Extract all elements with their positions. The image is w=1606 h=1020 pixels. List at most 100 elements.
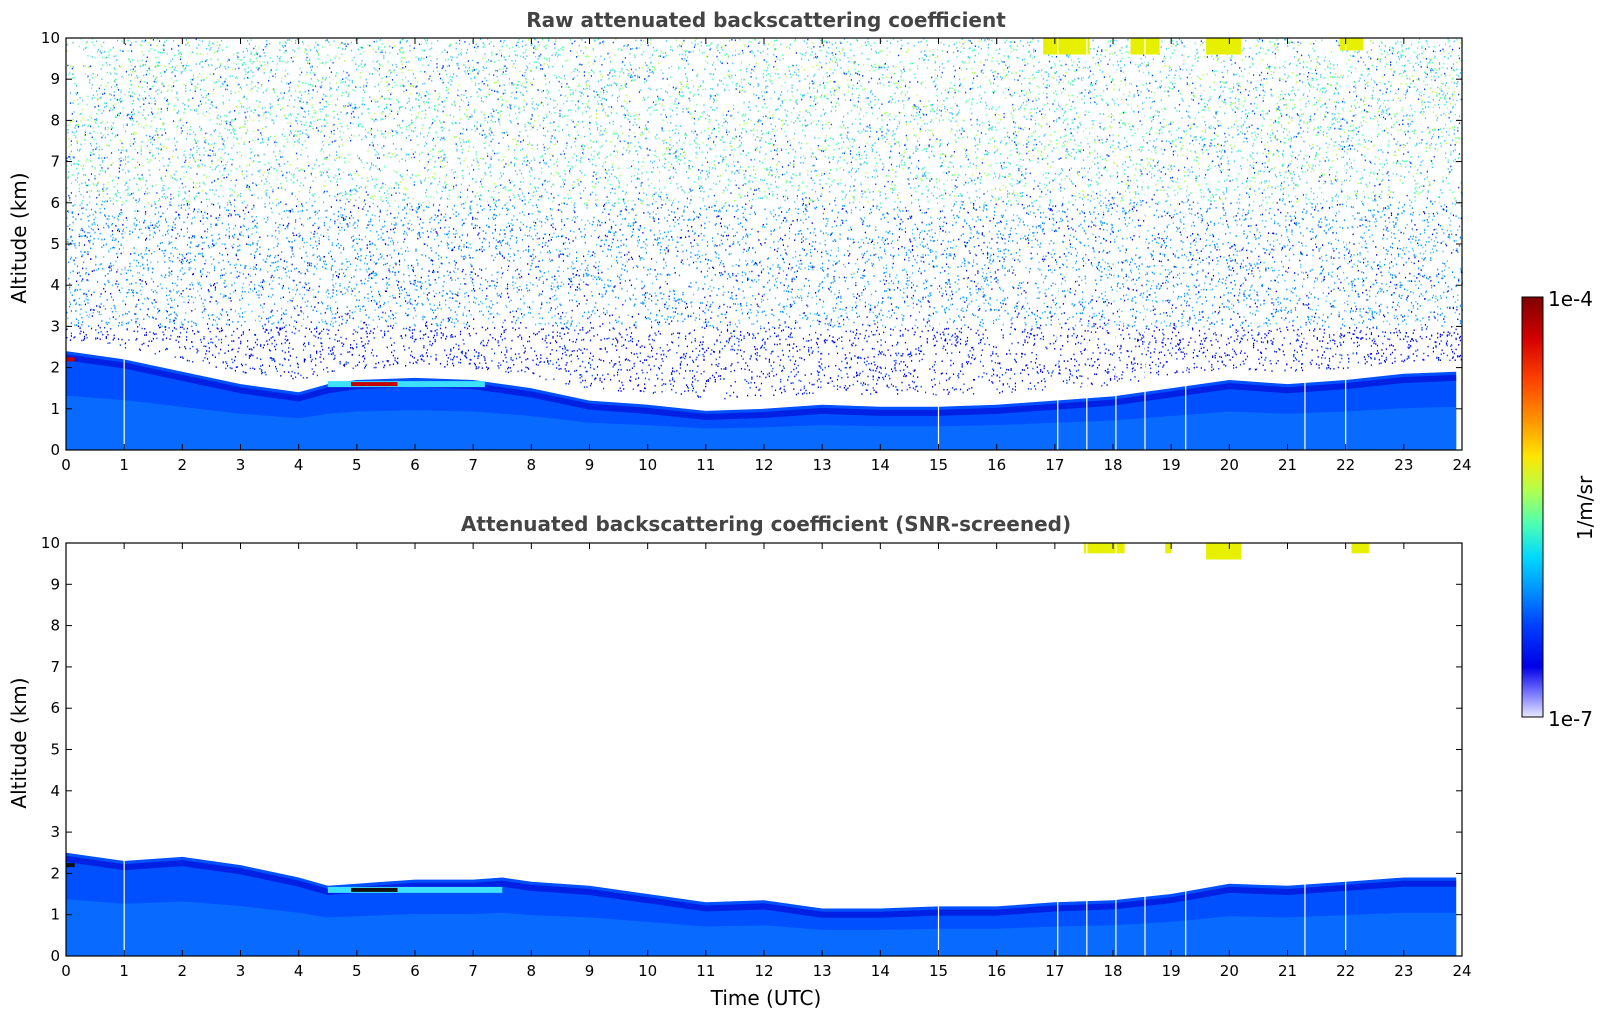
y-tick-label: 8 — [50, 617, 60, 635]
x-tick-label: 14 — [871, 962, 890, 980]
cloud-patch — [1083, 543, 1125, 554]
cloud-patch — [1339, 38, 1364, 51]
y-tick-label: 2 — [50, 864, 60, 882]
x-tick-label: 3 — [236, 962, 246, 980]
x-axis-label: Time (UTC) — [710, 986, 822, 1010]
y-tick-label: 4 — [50, 276, 60, 294]
aerosol-layer — [351, 382, 398, 387]
cloud-patch — [1351, 543, 1369, 554]
cloud-patch — [1043, 38, 1090, 55]
x-tick-label: 17 — [1045, 456, 1064, 474]
y-tick-label: 5 — [50, 741, 60, 759]
colorbar-unit-label: 1/m/sr — [1573, 475, 1597, 540]
x-tick-label: 3 — [236, 456, 246, 474]
x-tick-label: 1 — [119, 456, 129, 474]
chart-title: Attenuated backscattering coefficient (S… — [461, 512, 1071, 536]
y-tick-label: 10 — [41, 29, 60, 47]
x-tick-label: 20 — [1220, 456, 1239, 474]
x-tick-label: 2 — [178, 962, 188, 980]
x-tick-label: 23 — [1394, 962, 1413, 980]
x-tick-label: 15 — [929, 962, 948, 980]
cloud-patch — [1165, 543, 1172, 554]
x-tick-label: 21 — [1278, 456, 1297, 474]
x-tick-label: 11 — [696, 456, 715, 474]
y-tick-label: 3 — [50, 317, 60, 335]
x-tick-label: 15 — [929, 456, 948, 474]
x-tick-label: 8 — [527, 456, 537, 474]
x-tick-label: 0 — [61, 456, 71, 474]
x-tick-label: 0 — [61, 962, 71, 980]
x-tick-label: 5 — [352, 456, 362, 474]
x-tick-label: 2 — [178, 456, 188, 474]
boundary-layer-lower — [66, 899, 1457, 956]
aerosol-layer — [327, 886, 503, 893]
y-axis-label: Altitude (km) — [7, 677, 31, 808]
x-tick-label: 18 — [1103, 456, 1122, 474]
aerosol-layer — [351, 887, 398, 892]
x-tick-label: 16 — [987, 962, 1006, 980]
aerosol-layer — [66, 357, 75, 362]
x-tick-label: 5 — [352, 962, 362, 980]
colorbar: 1e-4 1e-7 1/m/sr — [1521, 287, 1597, 731]
boundary-layer-top — [65, 855, 1457, 918]
aerosol-layer — [327, 381, 485, 388]
chart-title: Raw attenuated backscattering coefficien… — [526, 8, 1006, 32]
y-tick-label: 7 — [50, 658, 60, 676]
x-tick-label: 19 — [1162, 962, 1181, 980]
y-tick-label: 1 — [50, 400, 60, 418]
x-tick-label: 24 — [1452, 456, 1471, 474]
boundary-layer-lower — [66, 395, 1457, 450]
x-tick-label: 1 — [119, 962, 129, 980]
y-tick-label: 7 — [50, 153, 60, 171]
x-tick-label: 20 — [1220, 962, 1239, 980]
x-tick-label: 19 — [1162, 456, 1181, 474]
x-tick-label: 14 — [871, 456, 890, 474]
x-tick-label: 22 — [1336, 456, 1355, 474]
x-tick-label: 16 — [987, 456, 1006, 474]
y-axis-label: Altitude (km) — [7, 172, 31, 303]
x-tick-label: 21 — [1278, 962, 1297, 980]
y-tick-label: 6 — [50, 699, 60, 717]
x-tick-label: 9 — [585, 962, 595, 980]
x-tick-label: 4 — [294, 962, 304, 980]
x-tick-label: 7 — [468, 962, 478, 980]
cloud-patch — [1206, 543, 1241, 560]
x-tick-label: 13 — [813, 456, 832, 474]
noise-field — [66, 38, 1463, 400]
x-tick-label: 17 — [1045, 962, 1064, 980]
plot-area: 0 1 2 3 4 5 6 7 8 9 10 11 12 13 14 15 16 17 18 19 20 21 22 23 24… — [41, 534, 1472, 980]
cloud-patch — [1206, 38, 1241, 55]
y-tick-label: 10 — [41, 534, 60, 552]
x-tick-label: 23 — [1394, 456, 1413, 474]
aerosol-layer — [66, 863, 75, 868]
x-tick-label: 8 — [527, 962, 537, 980]
x-tick-label: 4 — [294, 456, 304, 474]
y-tick-label: 9 — [50, 575, 60, 593]
snr-screened-panel: Attenuated backscattering coefficient (S… — [7, 512, 1472, 1010]
x-tick-label: 11 — [696, 962, 715, 980]
colorbar-max-label: 1e-4 — [1548, 287, 1593, 311]
x-tick-label: 6 — [410, 962, 420, 980]
y-tick-label: 3 — [50, 823, 60, 841]
colorbar-scale — [1521, 296, 1544, 718]
x-tick-label: 12 — [754, 456, 773, 474]
y-tick-label: 6 — [50, 194, 60, 212]
x-tick-label: 24 — [1452, 962, 1471, 980]
y-tick-label: 0 — [50, 441, 60, 459]
y-tick-label: 2 — [50, 359, 60, 377]
x-tick-label: 22 — [1336, 962, 1355, 980]
y-tick-label: 1 — [50, 906, 60, 924]
y-tick-label: 8 — [50, 111, 60, 129]
x-tick-label: 13 — [813, 962, 832, 980]
y-tick-label: 9 — [50, 70, 60, 88]
x-tick-label: 10 — [638, 456, 657, 474]
y-tick-label: 4 — [50, 782, 60, 800]
plot-area: 0 1 2 3 4 5 6 7 8 9 10 11 12 13 14 15 16 17 18 19 20 21 22 23 24… — [41, 29, 1472, 474]
x-tick-label: 12 — [754, 962, 773, 980]
x-tick-label: 18 — [1103, 962, 1122, 980]
x-tick-label: 7 — [468, 456, 478, 474]
y-tick-label: 5 — [50, 235, 60, 253]
x-tick-label: 9 — [585, 456, 595, 474]
boundary-layer-top — [65, 354, 1457, 421]
